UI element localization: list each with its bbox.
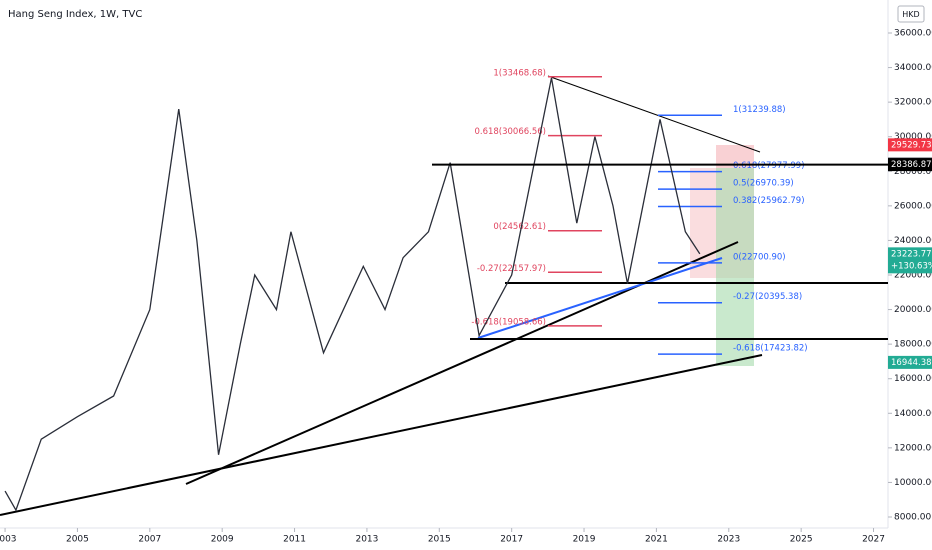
- trend-line: [0, 354, 763, 516]
- x-tick-label: 2025: [790, 535, 813, 545]
- price-label-box: [888, 138, 932, 152]
- price-label-box: [888, 355, 932, 369]
- x-tick-label: 2013: [355, 535, 378, 545]
- y-tick-label: 12000.00: [894, 443, 932, 453]
- y-tick-label: 8000.00: [894, 513, 931, 523]
- fib-label: 0(24562.61): [493, 222, 546, 232]
- price-label: 28386.87: [891, 160, 932, 170]
- fib-label: 0.618(30066.56): [474, 127, 546, 137]
- x-tick-label: 2027: [862, 535, 885, 545]
- fib-label: -0.618(19058.66): [471, 317, 546, 327]
- fib-label: 0.5(26970.39): [733, 179, 794, 189]
- x-tick-label: 2007: [138, 535, 161, 545]
- currency: HKD: [902, 10, 919, 19]
- trend-line: [547, 75, 761, 153]
- x-tick-label: 2009: [211, 535, 234, 545]
- x-tick-label: 2005: [66, 535, 89, 545]
- y-tick-label: 22000.00: [894, 270, 932, 280]
- fib-label: 1(33468.68): [493, 68, 546, 78]
- y-tick-label: 14000.00: [894, 409, 932, 419]
- position-target: [716, 168, 754, 366]
- fib-label: 0(22700.90): [733, 252, 786, 262]
- x-tick-label: 2003: [0, 535, 17, 545]
- currency-box[interactable]: [897, 5, 925, 23]
- x-tick-label: 2019: [573, 535, 596, 545]
- price-label: 23223.77: [891, 249, 932, 259]
- fib-label: -0.27(22157.97): [477, 264, 546, 274]
- y-tick-label: 30000.00: [894, 132, 932, 142]
- price-label-box: [888, 158, 932, 172]
- y-tick-label: 36000.00: [894, 28, 932, 38]
- x-tick-label: 2011: [283, 535, 306, 545]
- price-label: 29529.73: [891, 140, 932, 150]
- y-tick-label: 24000.00: [894, 236, 932, 246]
- x-tick-label: 2015: [428, 535, 451, 545]
- price-label: 16944.38: [891, 358, 932, 368]
- chart-title: Hang Seng Index, 1W, TVC: [8, 9, 142, 20]
- position-entry: [690, 168, 716, 278]
- price-label-box: [888, 247, 932, 274]
- y-tick-label: 16000.00: [894, 374, 932, 384]
- fib-label: -0.27(20395.38): [733, 292, 802, 302]
- x-tick-label: 2017: [500, 535, 523, 545]
- price-line: [4, 77, 701, 512]
- y-tick-label: 34000.00: [894, 63, 932, 73]
- fib-label: 0.618(27977.99): [733, 161, 805, 171]
- y-tick-label: 10000.00: [894, 478, 932, 488]
- y-tick-label: 32000.00: [894, 98, 932, 108]
- y-tick-label: 26000.00: [894, 201, 932, 211]
- x-tick-label: 2021: [645, 535, 668, 545]
- y-tick-label: 18000.00: [894, 340, 932, 350]
- fib-label: -0.618(17423.82): [733, 344, 808, 354]
- fib-label: 1(31239.88): [733, 105, 786, 115]
- trend-line: [477, 257, 723, 339]
- price-change: +130.63%: [891, 261, 932, 271]
- fib-label: 0.382(25962.79): [733, 196, 805, 206]
- y-tick-label: 20000.00: [894, 305, 932, 315]
- y-tick-label: 28000.00: [894, 167, 932, 177]
- x-tick-label: 2023: [717, 535, 740, 545]
